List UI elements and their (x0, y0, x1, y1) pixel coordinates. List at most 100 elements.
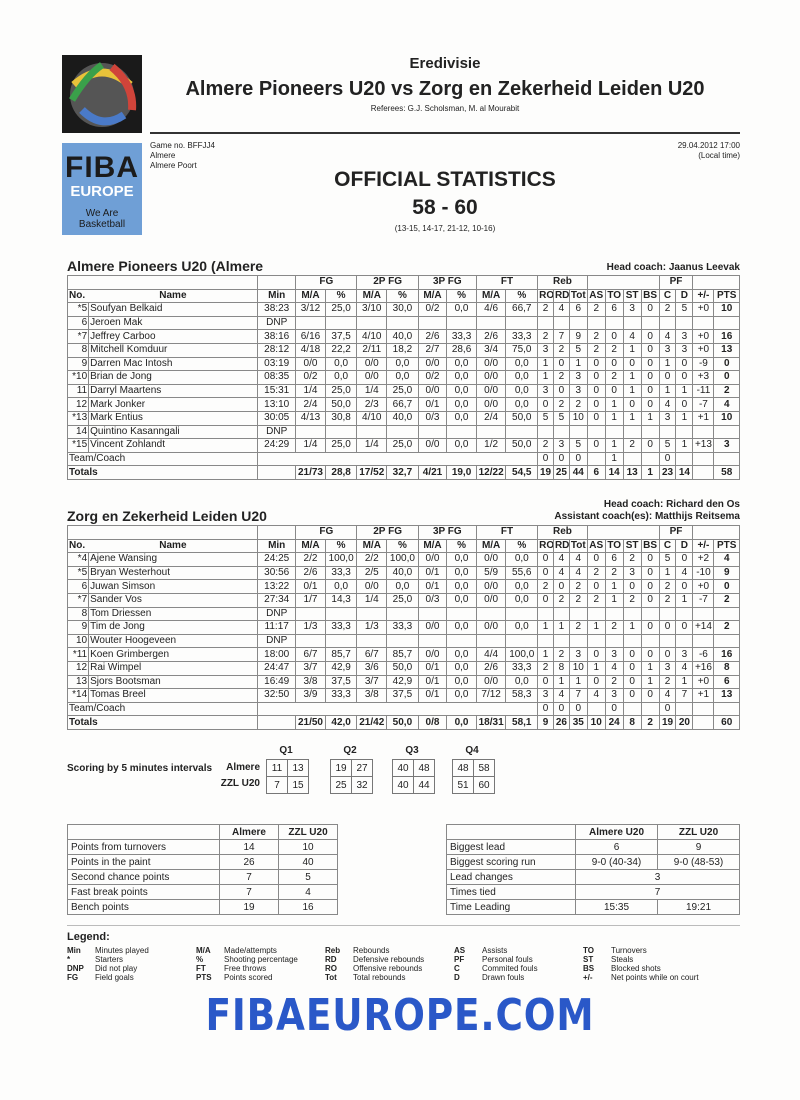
stat-cell (622, 633, 642, 649)
stat-cell: 0 (658, 370, 677, 385)
col-ma: M/A (475, 538, 507, 554)
stat-cell: 0 (552, 383, 570, 399)
stat-cell (568, 315, 588, 331)
stat-cell: 0,0 (446, 674, 477, 690)
stat-cell: 0 (640, 397, 660, 412)
stat-cell: 55,6 (505, 565, 539, 581)
col-ma: M/A (356, 538, 388, 554)
player-number: 12 (66, 660, 89, 676)
stat-cell: 1 (622, 342, 642, 358)
col-tot: Tot (568, 288, 588, 304)
stat-cell (713, 424, 740, 440)
stat-cell: 25,0 (324, 302, 358, 317)
col-c: C (658, 538, 677, 554)
logo-tagline: We Are Basketball (78, 208, 126, 230)
player-row: *14 Tomas Breel 32:50 3/9 33,3 3/8 37,5 0/1 0,0 7… (66, 688, 740, 703)
scoring-team: Almere (226, 762, 260, 773)
stat-cell: 0 (537, 592, 554, 608)
stat-cell: 33,3 (505, 660, 539, 676)
stat-cell: 1 (552, 620, 570, 635)
stat-cell: 4 (658, 329, 677, 344)
stat-cell: +1 (692, 410, 715, 426)
legend-abbr: FT (196, 964, 206, 973)
col-d: D (675, 288, 694, 304)
col-ma: M/A (417, 538, 448, 554)
stat-cell: 7 (568, 688, 588, 703)
stat-cell (386, 424, 419, 440)
stat-cell (622, 424, 642, 440)
stat-cell: 0 (640, 592, 660, 608)
stat-cell: 5 (568, 438, 588, 453)
legend-desc: Made/attempts (224, 946, 277, 955)
stat-cell: 0,0 (446, 302, 477, 317)
stat-cell (417, 606, 448, 622)
player-name: Tom Driessen (88, 606, 259, 622)
stat-header (67, 824, 220, 840)
stat-cell: -9 (692, 356, 715, 372)
col-pct: % (324, 538, 358, 554)
stat-cell: 0 (622, 579, 642, 594)
stat-cell: 3 (604, 647, 624, 662)
interval-score: 48 (413, 759, 435, 777)
player-number: 11 (66, 383, 89, 399)
interval-score: 48 (452, 759, 474, 777)
stat-cell: 0,0 (386, 370, 419, 385)
stat-cell: 2 (568, 579, 588, 594)
stat-cell: 2 (537, 438, 554, 453)
stat-cell: 0,0 (505, 356, 539, 372)
stat-cell: 2/5 (356, 565, 388, 581)
player-name: Ajene Wansing (88, 552, 259, 567)
game-info: Game no. BFFJJ4 Almere Almere Poort (150, 141, 215, 171)
stat-cell: 0 (713, 356, 740, 372)
stat-cell: 0/0 (417, 620, 448, 635)
stat-cell (692, 315, 715, 331)
player-row: 13 Sjors Bootsman 16:49 3/8 37,5 3/7 42,9 0/1 0,… (66, 674, 740, 690)
legend-item: BS Blocked shots (583, 964, 661, 973)
stat-cell: 3/12 (295, 302, 326, 317)
stat-cell: 37,5 (324, 329, 358, 344)
stat-cell: 1 (604, 579, 624, 594)
total-cell: 9 (537, 715, 554, 730)
legend-abbr: ST (583, 955, 594, 964)
stat-cell: +13 (692, 438, 715, 453)
stat-cell: 2 (604, 565, 624, 581)
stat-row: Biggest scoring run 9-0 (40-34) 9-0 (48-53… (446, 854, 740, 870)
col-pts: PTS (713, 538, 740, 554)
stat-cell: 0 (640, 565, 660, 581)
stat-label: Biggest scoring run (446, 854, 576, 870)
stat-cell: 28,6 (446, 342, 477, 358)
stat-cell: 0 (640, 579, 660, 594)
stat-cell: 0 (552, 356, 570, 372)
stat-cell: 2 (586, 342, 606, 358)
stat-cell: 30:05 (257, 410, 297, 426)
stat-cell: 1/4 (356, 592, 388, 608)
stat-cell: 4 (675, 565, 694, 581)
interval-score: 32 (351, 776, 373, 794)
stat-cell: 0,0 (324, 370, 358, 385)
stat-cell: 0/0 (417, 647, 448, 662)
stat-cell: +1 (692, 688, 715, 703)
stat-cell (640, 606, 660, 622)
stat-value: 40 (278, 854, 338, 870)
stat-cell: 25,0 (324, 383, 358, 399)
player-number: *7 (66, 329, 89, 344)
stat-cell: 10 (568, 410, 588, 426)
stat-cell: 9 (713, 565, 740, 581)
legend-desc: Steals (611, 955, 634, 964)
totals-row: Totals 21/50 42,0 21/42 50,0 0/8 0,0 18/31 58,1 9… (66, 715, 740, 730)
legend-desc: Offensive rebounds (353, 964, 423, 973)
stat-cell: 1 (604, 592, 624, 608)
stat-cell: 4/6 (475, 302, 507, 317)
cell: 0 (537, 451, 554, 467)
stat-cell: 1 (675, 674, 694, 690)
stat-cell: 2 (552, 370, 570, 385)
stat-cell: 1 (675, 410, 694, 426)
interval-score: 40 (392, 776, 414, 794)
stat-cell: 50,0 (324, 397, 358, 412)
total-cell: 17/52 (356, 465, 388, 480)
stat-cell: 15:31 (257, 383, 297, 399)
stat-cell: 0/1 (417, 660, 448, 676)
stat-cell: 18:00 (257, 647, 297, 662)
stat-cell: 18,2 (386, 342, 419, 358)
stat-cell (417, 315, 448, 331)
